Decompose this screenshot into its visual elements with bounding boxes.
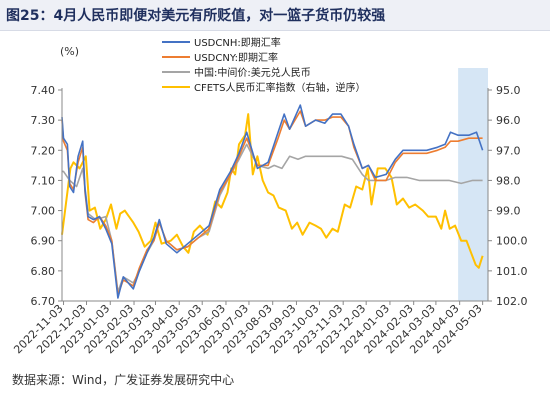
legend-label: USDCNY:即期汇率 xyxy=(194,51,278,64)
left-tick-label: 7.00 xyxy=(31,205,56,218)
right-tick-label: 102.0 xyxy=(496,295,528,308)
left-axis-unit: (%) xyxy=(60,45,79,58)
right-tick-label: 96.0 xyxy=(496,114,521,127)
right-tick-label: 100.0 xyxy=(496,235,528,248)
legend-label: USDCNH:即期汇率 xyxy=(194,36,281,49)
title-bar: 图25：4月人民币即便对美元有所贬值，对一篮子货币仍较强 xyxy=(0,0,550,31)
right-tick-label: 95.0 xyxy=(496,84,521,97)
series-lines xyxy=(61,104,484,299)
right-tick-label: 98.0 xyxy=(496,174,521,187)
legend-label: CFETS人民币汇率指数（右轴，逆序） xyxy=(194,81,366,94)
left-tick-label: 6.70 xyxy=(31,295,56,308)
series-line-2 xyxy=(62,143,483,293)
highlight-region xyxy=(458,68,488,301)
left-tick-label: 7.30 xyxy=(31,114,56,127)
right-tick-label: 99.0 xyxy=(496,205,521,218)
legend-label: 中国:中间价:美元兑人民币 xyxy=(194,66,311,79)
line-chart: 7.40 7.30 7.20 7.10 7.00 6.90 6.80 6.70 95.0 96.0… xyxy=(11,36,528,356)
left-tick-label: 6.90 xyxy=(31,235,56,248)
left-tick-label: 7.20 xyxy=(31,144,56,157)
figure-title: 图25：4月人民币即便对美元有所贬值，对一篮子货币仍较强 xyxy=(6,8,386,24)
left-tick-label: 7.40 xyxy=(31,84,56,97)
source-note: 数据来源：Wind，广发证券发展研究中心 xyxy=(12,373,235,387)
series-line-3 xyxy=(61,113,484,269)
series-line-0 xyxy=(61,104,484,299)
left-tick-label: 7.10 xyxy=(31,174,56,187)
right-tick-label: 101.0 xyxy=(496,265,528,278)
left-tick-label: 6.80 xyxy=(31,265,56,278)
series-line-1 xyxy=(61,110,483,296)
right-tick-label: 97.0 xyxy=(496,144,521,157)
